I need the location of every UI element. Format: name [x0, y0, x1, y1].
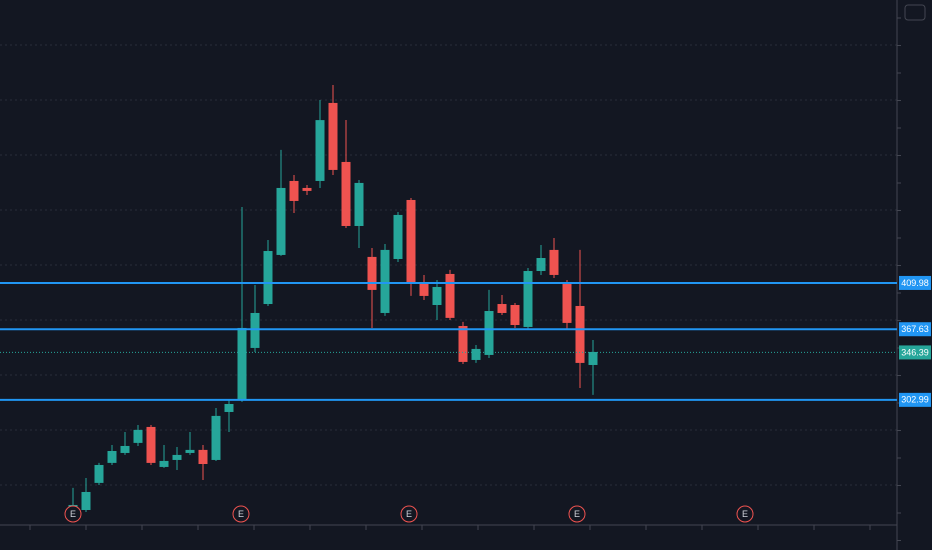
earnings-label: E	[574, 509, 580, 519]
price-level-tag	[899, 392, 931, 407]
candle-body	[211, 415, 221, 460]
candle-body	[419, 282, 429, 296]
candle-body	[289, 180, 299, 201]
earnings-label: E	[238, 509, 244, 519]
earnings-marker	[568, 505, 586, 523]
candle-body	[263, 251, 273, 305]
candle-body	[588, 351, 598, 365]
price-level-label: 367.63	[901, 324, 929, 334]
candle-body	[276, 187, 286, 255]
candle-body	[393, 214, 403, 259]
price-level-label: 409.98	[901, 278, 929, 288]
candle-body	[536, 258, 546, 272]
earnings-label: E	[742, 509, 748, 519]
candle-body	[471, 348, 481, 360]
earnings-marker	[232, 505, 250, 523]
candle-body	[81, 491, 91, 511]
earnings-marker	[736, 505, 754, 523]
candle-body	[172, 454, 182, 460]
candle-body	[120, 445, 130, 453]
candle-body	[510, 304, 520, 325]
candle-body	[445, 273, 455, 318]
candle-body	[432, 286, 442, 305]
price-level-tag	[899, 322, 931, 337]
candle-body	[133, 429, 143, 443]
candle-body	[315, 120, 325, 181]
candle-body	[146, 426, 156, 463]
candle-body	[458, 325, 468, 362]
candle-body	[250, 312, 260, 348]
candle-body	[94, 464, 104, 483]
candle-body	[406, 199, 416, 283]
candle-body	[575, 305, 585, 363]
candle-body	[367, 256, 377, 290]
earnings-label: E	[70, 509, 76, 519]
grid	[0, 44, 897, 486]
candle-body	[237, 327, 247, 400]
candle-body	[549, 249, 559, 275]
candle-body	[523, 271, 533, 327]
last-price-label: 346.39	[901, 347, 929, 357]
candle-body	[562, 284, 572, 323]
candle-body	[185, 449, 195, 453]
candle-body	[328, 102, 338, 170]
candle-body	[302, 187, 312, 191]
settings-button[interactable]	[904, 4, 926, 21]
earnings-marker	[400, 505, 418, 523]
candle-body	[380, 249, 390, 313]
earnings-label: E	[406, 509, 412, 519]
candle-body	[341, 161, 351, 226]
candle-body	[224, 404, 234, 412]
price-level-tag	[899, 275, 931, 290]
candle-body	[354, 182, 364, 226]
price-level-label: 302.99	[901, 395, 929, 405]
candle-body	[107, 450, 117, 463]
candle-body	[159, 460, 169, 467]
candle-body	[484, 311, 494, 355]
candle-body	[198, 449, 208, 464]
last-price-tag	[899, 345, 931, 360]
candle-body	[497, 304, 507, 313]
earnings-marker	[64, 505, 82, 523]
